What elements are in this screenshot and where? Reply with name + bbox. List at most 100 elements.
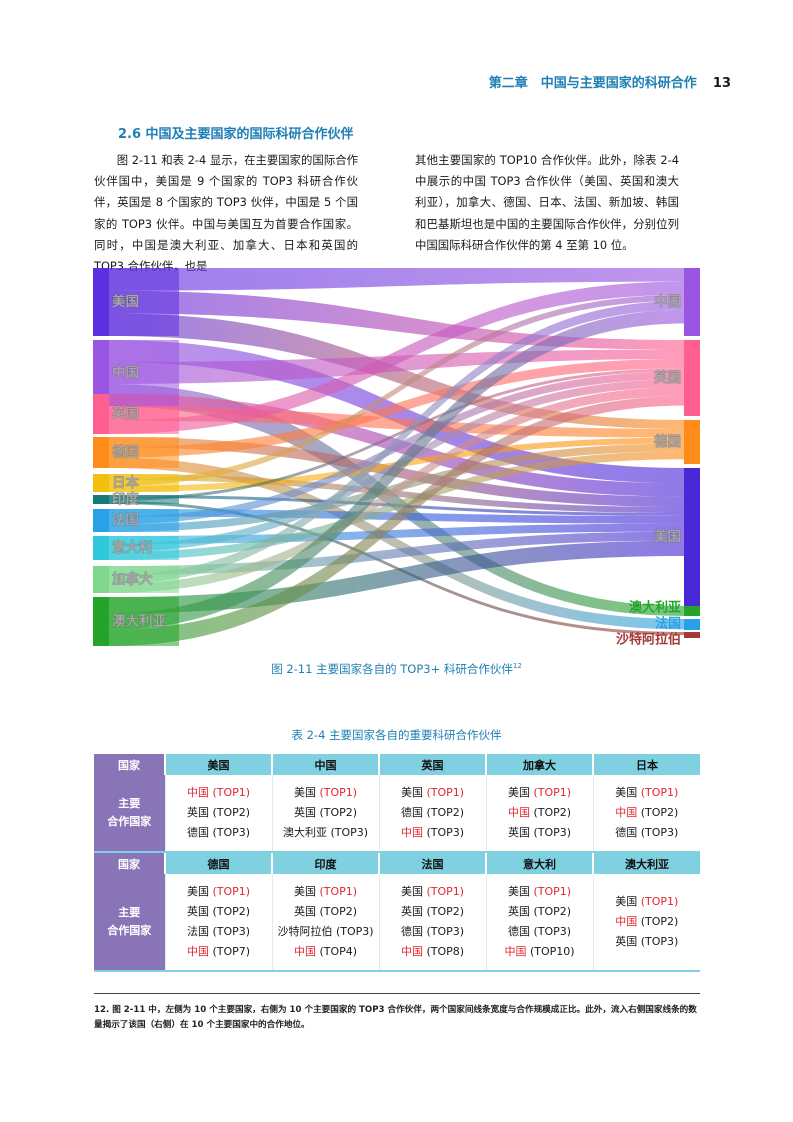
right-node-label: 英国 xyxy=(653,369,681,386)
partner-entry: 美国 (TOP1) xyxy=(594,783,701,803)
left-node-bar xyxy=(93,437,109,468)
country-header-cell: 加拿大 xyxy=(485,754,593,775)
right-node-bar xyxy=(684,340,700,416)
partner-rank: (TOP2) xyxy=(640,806,679,819)
partner-rank: (TOP3) xyxy=(426,925,465,938)
partner-name: 中国 xyxy=(186,786,209,799)
partner-entry: 中国 (TOP2) xyxy=(487,803,593,823)
partner-name: 澳大利亚 xyxy=(282,826,327,839)
left-node-band xyxy=(109,340,179,406)
partner-rank: (TOP3) xyxy=(640,935,679,948)
partner-cell: 美国 (TOP1) 英国 (TOP2) 德国 (TOP3) 中国 (TOP8) xyxy=(378,874,486,972)
partner-name: 英国 xyxy=(507,905,530,918)
partner-rank: (TOP4) xyxy=(319,945,358,958)
left-node-bar xyxy=(93,340,109,406)
partner-rank: (TOP2) xyxy=(533,905,572,918)
country-header-cell: 美国 xyxy=(164,754,272,775)
left-node-label: 印度 xyxy=(112,491,139,508)
partner-entry: 中国 (TOP2) xyxy=(594,912,701,932)
sankey-link xyxy=(109,387,684,593)
row-label-line2: 合作国家 xyxy=(107,815,152,828)
partner-cell: 美国 (TOP1) 德国 (TOP2) 中国 (TOP3) xyxy=(378,775,486,853)
partner-entry: 英国 (TOP2) xyxy=(487,902,593,922)
partner-cell: 美国 (TOP1) 中国 (TOP2) 英国 (TOP3) xyxy=(485,775,593,853)
sankey-link xyxy=(109,349,684,384)
chapter-title: 第二章 中国与主要国家的科研合作 xyxy=(488,76,697,91)
partner-entry: 澳大利亚 (TOP3) xyxy=(273,823,379,843)
table-title: 表 2-4 主要国家各自的重要科研合作伙伴 xyxy=(291,728,502,742)
partner-name: 英国 xyxy=(400,905,423,918)
partner-name: 中国 xyxy=(293,945,316,958)
footnote: 12. 图 2-11 中，左侧为 10 个主要国家，右侧为 10 个主要国家的 … xyxy=(94,1005,697,1030)
sankey-link xyxy=(109,396,684,646)
partner-name: 美国 xyxy=(615,786,638,799)
partner-rank: (TOP1) xyxy=(640,786,679,799)
partner-entry: 法国 (TOP3) xyxy=(166,922,272,942)
partner-entry: 英国 (TOP2) xyxy=(380,902,486,922)
partner-rank: (TOP2) xyxy=(533,806,572,819)
right-node-bar xyxy=(684,632,700,638)
left-node-band xyxy=(109,536,179,560)
left-node-label: 意大利 xyxy=(112,539,153,556)
partner-name: 美国 xyxy=(186,885,209,898)
partner-rank: (TOP1) xyxy=(212,786,251,799)
partner-rank: (TOP3) xyxy=(533,826,572,839)
left-node-band xyxy=(109,566,179,593)
partner-name: 美国 xyxy=(400,786,423,799)
right-node-label: 德国 xyxy=(654,433,681,450)
partner-name: 中国 xyxy=(400,826,423,839)
sankey-link xyxy=(109,300,684,584)
partner-name: 德国 xyxy=(186,826,209,839)
left-node-label: 澳大利亚 xyxy=(112,613,166,630)
right-node-label: 澳大利亚 xyxy=(629,600,681,616)
row-label-line1: 主要 xyxy=(118,906,141,919)
partner-name: 中国 xyxy=(400,945,423,958)
figure-caption: 图 2-11 主要国家各自的 TOP3+ 科研合作伙伴12 xyxy=(271,662,522,676)
partner-rank: (TOP2) xyxy=(212,806,251,819)
row-label-line1: 主要 xyxy=(118,797,141,810)
partner-entry: 美国 (TOP1) xyxy=(166,882,272,902)
country-header-cell: 澳大利亚 xyxy=(592,852,700,874)
partner-rank: (TOP2) xyxy=(426,905,465,918)
row-label-cell: 主要 合作国家 xyxy=(94,775,165,853)
left-node-band xyxy=(109,437,179,468)
partner-entry: 英国 (TOP2) xyxy=(166,803,272,823)
sankey-diagram: 美国中国英国德国日本印度法国意大利加拿大澳大利亚中国英国德国美国澳大利亚法国沙特… xyxy=(93,268,700,648)
left-node-label: 法国 xyxy=(112,512,139,529)
right-node-label: 美国 xyxy=(654,528,681,545)
partner-entry: 德国 (TOP3) xyxy=(380,922,486,942)
partner-rank: (TOP1) xyxy=(533,885,572,898)
country-header-cell: 意大利 xyxy=(485,852,593,874)
partner-name: 中国 xyxy=(615,806,638,819)
left-node-band xyxy=(109,474,179,492)
partner-entry: 英国 (TOP3) xyxy=(487,823,593,843)
partner-rank: (TOP2) xyxy=(426,806,465,819)
left-node-bar xyxy=(93,597,109,646)
partner-entry: 美国 (TOP1) xyxy=(380,882,486,902)
partner-rank: (TOP1) xyxy=(319,885,358,898)
partner-name: 沙特阿拉伯 xyxy=(277,925,333,938)
partner-cell: 美国 (TOP1) 英国 (TOP2) 德国 (TOP3) 中国 (TOP10) xyxy=(485,874,593,972)
partner-name: 英国 xyxy=(507,826,530,839)
section-title: 2.6 中国及主要国家的国际科研合作伙伴 xyxy=(118,127,354,142)
partner-rank: (TOP2) xyxy=(212,905,251,918)
body-paragraph-left: 图 2-11 和表 2-4 显示，在主要国家的国际合作伙伴国中，美国是 9 个国… xyxy=(94,153,358,274)
partner-name: 美国 xyxy=(293,885,316,898)
sankey-link xyxy=(109,281,684,434)
partner-rank: (TOP1) xyxy=(319,786,358,799)
page-number: 13 xyxy=(712,76,731,91)
country-header-cell: 英国 xyxy=(378,754,486,775)
partner-cell: 美国 (TOP1) 英国 (TOP2) 澳大利亚 (TOP3) xyxy=(271,775,379,853)
left-node-bar xyxy=(93,509,109,532)
row-label-line2: 合作国家 xyxy=(107,924,152,937)
partner-entry: 中国 (TOP10) xyxy=(487,942,593,962)
left-node-bar xyxy=(93,394,109,434)
partner-entry: 沙特阿拉伯 (TOP3) xyxy=(273,922,379,942)
partner-name: 英国 xyxy=(186,905,209,918)
left-node-band xyxy=(109,268,179,336)
partner-name: 英国 xyxy=(186,806,209,819)
partner-name: 德国 xyxy=(400,806,423,819)
partner-rank: (TOP1) xyxy=(426,885,465,898)
left-node-band xyxy=(109,495,179,504)
partner-rank: (TOP1) xyxy=(533,786,572,799)
